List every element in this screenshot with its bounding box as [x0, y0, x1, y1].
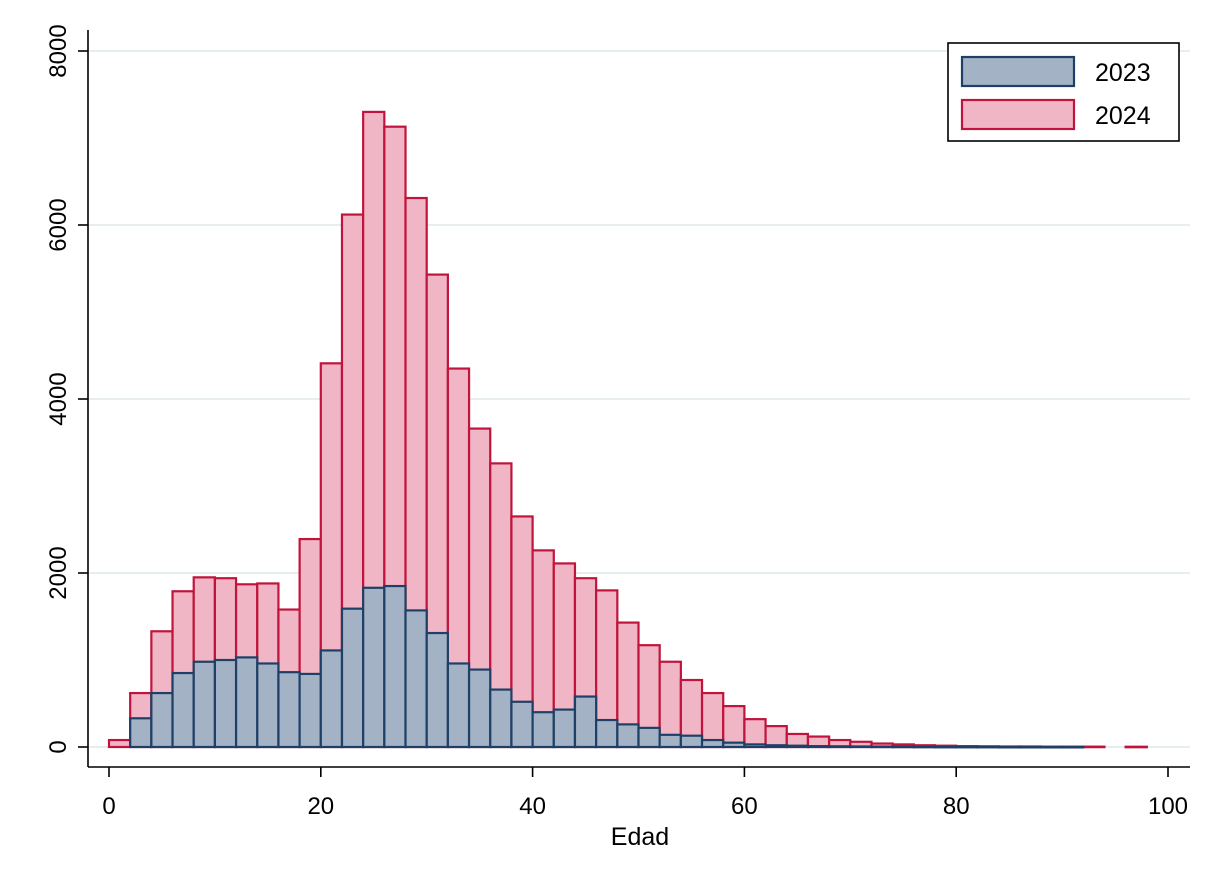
bar-2023-60	[743, 743, 767, 749]
bar-2024-58	[722, 705, 746, 749]
x-tick-label-100: 100	[1148, 793, 1188, 820]
bar-2023-58	[722, 741, 746, 749]
bar-2023-22	[340, 607, 365, 749]
bar-2023-74	[891, 745, 915, 749]
bar-2023-42	[552, 708, 577, 749]
series-2023-bars	[129, 584, 1085, 749]
series-2024-bars	[107, 110, 1148, 749]
bar-2023-2	[129, 717, 153, 749]
bar-2023-86	[1018, 745, 1043, 749]
bar-2023-50	[637, 726, 661, 749]
y-tick-label-6000: 6000	[45, 198, 72, 251]
bar-2023-72	[870, 745, 894, 749]
bar-2024-0	[107, 738, 132, 749]
legend-label-2024: 2024	[1095, 102, 1151, 130]
bar-2023-8	[192, 660, 217, 749]
legend: 2023 2024	[947, 42, 1180, 142]
bar-2023-44	[573, 695, 598, 749]
legend-swatch-2023	[960, 55, 1076, 88]
x-axis-title: Edad	[611, 823, 669, 851]
bar-2023-14	[256, 662, 280, 749]
bar-2023-30	[425, 631, 449, 749]
bar-2023-28	[404, 609, 428, 749]
bar-2023-12	[234, 656, 259, 749]
x-tick-label-0: 0	[102, 793, 115, 820]
legend-label-2023: 2023	[1095, 59, 1151, 87]
tick-labels: 0 20 40 60 80 100 0 2000 4000 6000 8000	[45, 24, 1188, 820]
bar-2023-66	[806, 745, 831, 749]
bar-2023-32	[446, 662, 471, 749]
bar-2023-18	[298, 672, 322, 749]
bar-2023-16	[277, 671, 301, 749]
bar-2023-84	[997, 745, 1021, 749]
y-tick-label-4000: 4000	[45, 372, 72, 425]
bar-2023-82	[976, 745, 1000, 749]
bar-2023-24	[362, 586, 386, 749]
bar-2024-62	[764, 725, 788, 749]
y-tick-label-8000: 8000	[45, 24, 72, 77]
bar-2023-88	[1039, 745, 1064, 749]
bar-2023-80	[955, 745, 979, 749]
bar-2023-6	[171, 671, 195, 749]
bar-2023-26	[383, 584, 407, 749]
bar-2023-76	[912, 745, 937, 749]
axes	[78, 30, 1190, 777]
bar-2023-4	[150, 691, 174, 749]
bar-2024-92	[1082, 745, 1106, 749]
x-tick-label-60: 60	[731, 793, 758, 820]
x-tick-label-40: 40	[519, 793, 546, 820]
bar-2023-34	[467, 668, 492, 749]
bar-2023-78	[933, 745, 958, 749]
bar-2024-60	[743, 718, 767, 749]
bar-2023-46	[595, 718, 619, 749]
y-tick-label-0: 0	[45, 740, 72, 753]
bar-2023-20	[319, 649, 344, 749]
bar-2023-64	[785, 744, 810, 749]
bar-2023-68	[828, 745, 852, 749]
bar-2024-96	[1124, 745, 1148, 749]
bar-2024-56	[700, 691, 725, 749]
bar-2023-52	[658, 733, 682, 749]
bar-2023-40	[531, 711, 555, 749]
bar-2023-36	[489, 688, 513, 749]
legend-swatch-2024	[960, 98, 1076, 131]
bar-2023-90	[1060, 745, 1085, 749]
bar-2023-10	[213, 658, 238, 749]
x-tick-label-20: 20	[307, 793, 334, 820]
bar-2023-70	[849, 745, 873, 749]
bar-2023-56	[700, 738, 725, 749]
bar-2023-38	[510, 700, 534, 749]
bar-2023-62	[764, 744, 788, 749]
y-tick-label-2000: 2000	[45, 546, 72, 599]
x-tick-label-80: 80	[943, 793, 970, 820]
bar-2023-48	[616, 723, 640, 749]
bar-2023-54	[679, 734, 704, 749]
